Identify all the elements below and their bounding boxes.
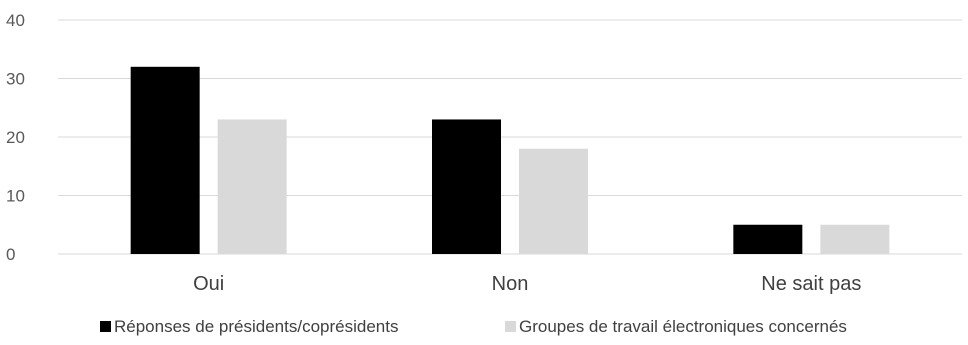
- x-category-label: Ne sait pas: [761, 273, 861, 295]
- legend: Réponses de présidents/coprésidents Group…: [100, 317, 847, 336]
- legend-label: Groupes de travail électroniques concern…: [519, 317, 847, 336]
- x-axis-category-labels: Oui Non Ne sait pas: [193, 273, 861, 295]
- bar: [130, 66, 200, 254]
- y-tick-label: 0: [6, 245, 15, 264]
- bar: [217, 119, 287, 254]
- bars: [130, 66, 890, 254]
- x-category-label: Oui: [193, 273, 224, 295]
- y-tick-label: 20: [6, 128, 25, 147]
- y-tick-label: 30: [6, 70, 25, 89]
- gridlines: [58, 19, 962, 255]
- bar: [733, 224, 803, 254]
- y-tick-label: 10: [6, 187, 25, 206]
- bar: [432, 119, 501, 254]
- legend-label: Réponses de présidents/coprésidents: [114, 317, 398, 336]
- y-tick-label: 40: [6, 11, 25, 30]
- legend-swatch: [505, 321, 516, 332]
- y-axis-tick-labels: 0 10 20 30 40: [6, 11, 25, 264]
- bar: [519, 148, 588, 254]
- bar: [820, 224, 890, 254]
- x-category-label: Non: [492, 273, 529, 295]
- legend-swatch: [100, 321, 111, 332]
